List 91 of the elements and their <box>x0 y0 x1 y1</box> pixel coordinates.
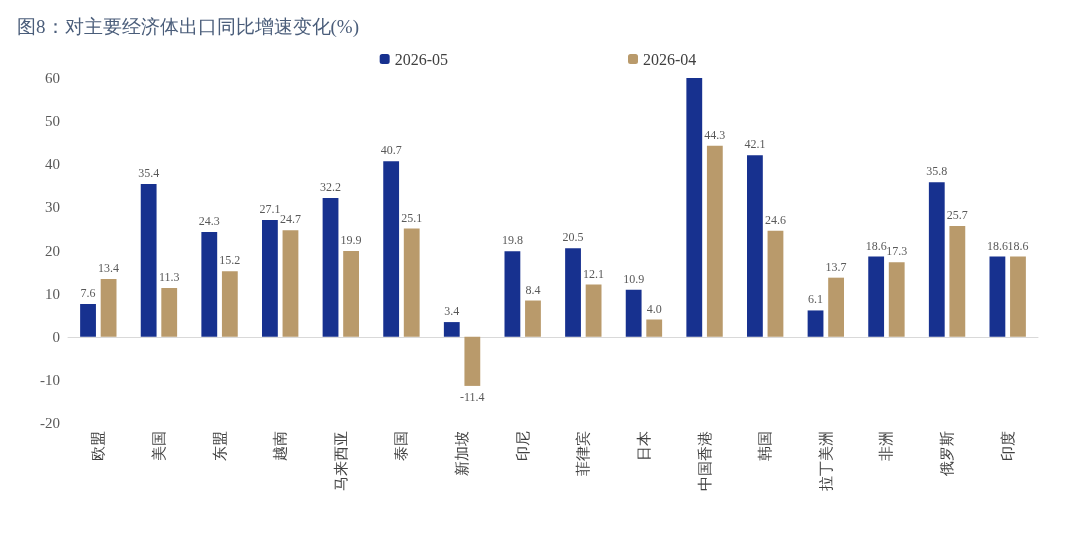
bar <box>262 219 278 337</box>
bar <box>403 228 420 337</box>
bar <box>949 225 966 337</box>
data-label: 24.6 <box>764 212 786 227</box>
data-label: 7.6 <box>80 285 96 300</box>
bar <box>525 300 541 337</box>
legend-label: 2026-05 <box>394 50 448 68</box>
data-label: 27.1 <box>259 201 281 216</box>
data-label: 18.6 <box>865 238 887 253</box>
data-label: 19.9 <box>340 232 362 247</box>
data-label: 44.3 <box>704 127 726 142</box>
data-label: -11.4 <box>460 389 485 404</box>
bar <box>100 278 117 337</box>
y-tick-label: 10 <box>45 285 60 302</box>
data-label: 10.9 <box>623 271 645 286</box>
x-tick-label: 韩国 <box>757 431 774 461</box>
y-tick-label: 0 <box>52 328 60 345</box>
y-tick-label: 20 <box>45 242 60 259</box>
x-tick-label: 菲律宾 <box>575 431 592 476</box>
data-label: 35.4 <box>138 166 160 181</box>
data-label: 25.7 <box>946 207 968 222</box>
x-tick-label: 欧盟 <box>90 431 107 461</box>
data-label: 8.4 <box>525 282 541 297</box>
bar <box>928 182 945 337</box>
bar <box>585 284 602 337</box>
data-label: 13.7 <box>825 259 847 274</box>
data-label: 18.6 <box>1007 238 1029 253</box>
x-tick-label: 新加坡 <box>454 431 471 476</box>
data-label: 3.4 <box>444 304 460 319</box>
x-tick-label: 日本 <box>635 431 652 461</box>
x-tick-label: 非洲 <box>878 431 895 461</box>
x-tick-label: 越南 <box>272 431 289 461</box>
bar <box>828 277 844 337</box>
data-label: 4.0 <box>646 301 662 316</box>
data-label: 20.5 <box>562 230 584 245</box>
data-label: 17.3 <box>886 244 908 259</box>
x-tick-label: 马来西亚 <box>332 431 349 491</box>
y-tick-label: 40 <box>45 156 60 173</box>
y-tick-label: -20 <box>40 415 60 431</box>
data-label: 25.1 <box>401 210 423 225</box>
data-label: 35.8 <box>926 164 948 179</box>
bar <box>343 250 359 337</box>
bar <box>686 78 703 337</box>
data-label: 15.2 <box>219 253 241 268</box>
bar <box>322 197 339 337</box>
y-tick-label: -10 <box>40 371 60 388</box>
bar <box>201 231 218 337</box>
bar <box>807 310 824 337</box>
data-label: 42.1 <box>744 137 766 152</box>
data-label: 24.3 <box>198 213 220 228</box>
y-tick-label: 60 <box>45 70 60 86</box>
bar <box>625 289 642 337</box>
bar <box>161 288 178 337</box>
x-tick-label: 印尼 <box>514 431 531 461</box>
bar <box>767 230 784 337</box>
x-tick-label: 印度 <box>999 431 1016 461</box>
data-label: 32.2 <box>320 179 342 194</box>
bar <box>140 184 157 337</box>
data-label: 11.3 <box>158 270 180 285</box>
bar <box>443 322 460 337</box>
data-label: 13.4 <box>98 260 120 275</box>
data-label: 18.6 <box>986 238 1008 253</box>
bar <box>464 336 481 386</box>
bar <box>989 256 1006 337</box>
data-label: 6.1 <box>808 292 824 307</box>
data-label: 12.1 <box>583 266 605 281</box>
x-tick-label: 美国 <box>150 431 167 461</box>
x-tick-label: 东盟 <box>211 431 228 461</box>
legend-label: 2026-04 <box>643 50 697 68</box>
x-tick-label: 拉丁美洲 <box>817 431 834 491</box>
chart-title: 图8：对主要经济体出口同比增速变化(%) <box>17 16 359 38</box>
bar <box>80 303 96 337</box>
bar <box>888 262 905 337</box>
bar <box>646 319 663 337</box>
bar <box>1010 256 1026 337</box>
x-tick-label: 中国香港 <box>696 431 713 491</box>
bar <box>504 251 521 337</box>
bar <box>383 161 400 337</box>
y-tick-label: 50 <box>45 113 60 130</box>
data-label: 40.7 <box>380 143 402 158</box>
data-label: 24.7 <box>279 212 301 227</box>
bar <box>706 145 723 337</box>
bar <box>747 155 763 337</box>
y-tick-label: 30 <box>45 199 60 216</box>
bar <box>565 248 581 337</box>
x-tick-label: 泰国 <box>393 431 410 461</box>
bar <box>868 256 885 337</box>
bar <box>282 230 299 337</box>
bar <box>221 271 238 337</box>
data-label: 19.8 <box>501 233 523 248</box>
x-tick-label: 俄罗斯 <box>939 431 956 476</box>
